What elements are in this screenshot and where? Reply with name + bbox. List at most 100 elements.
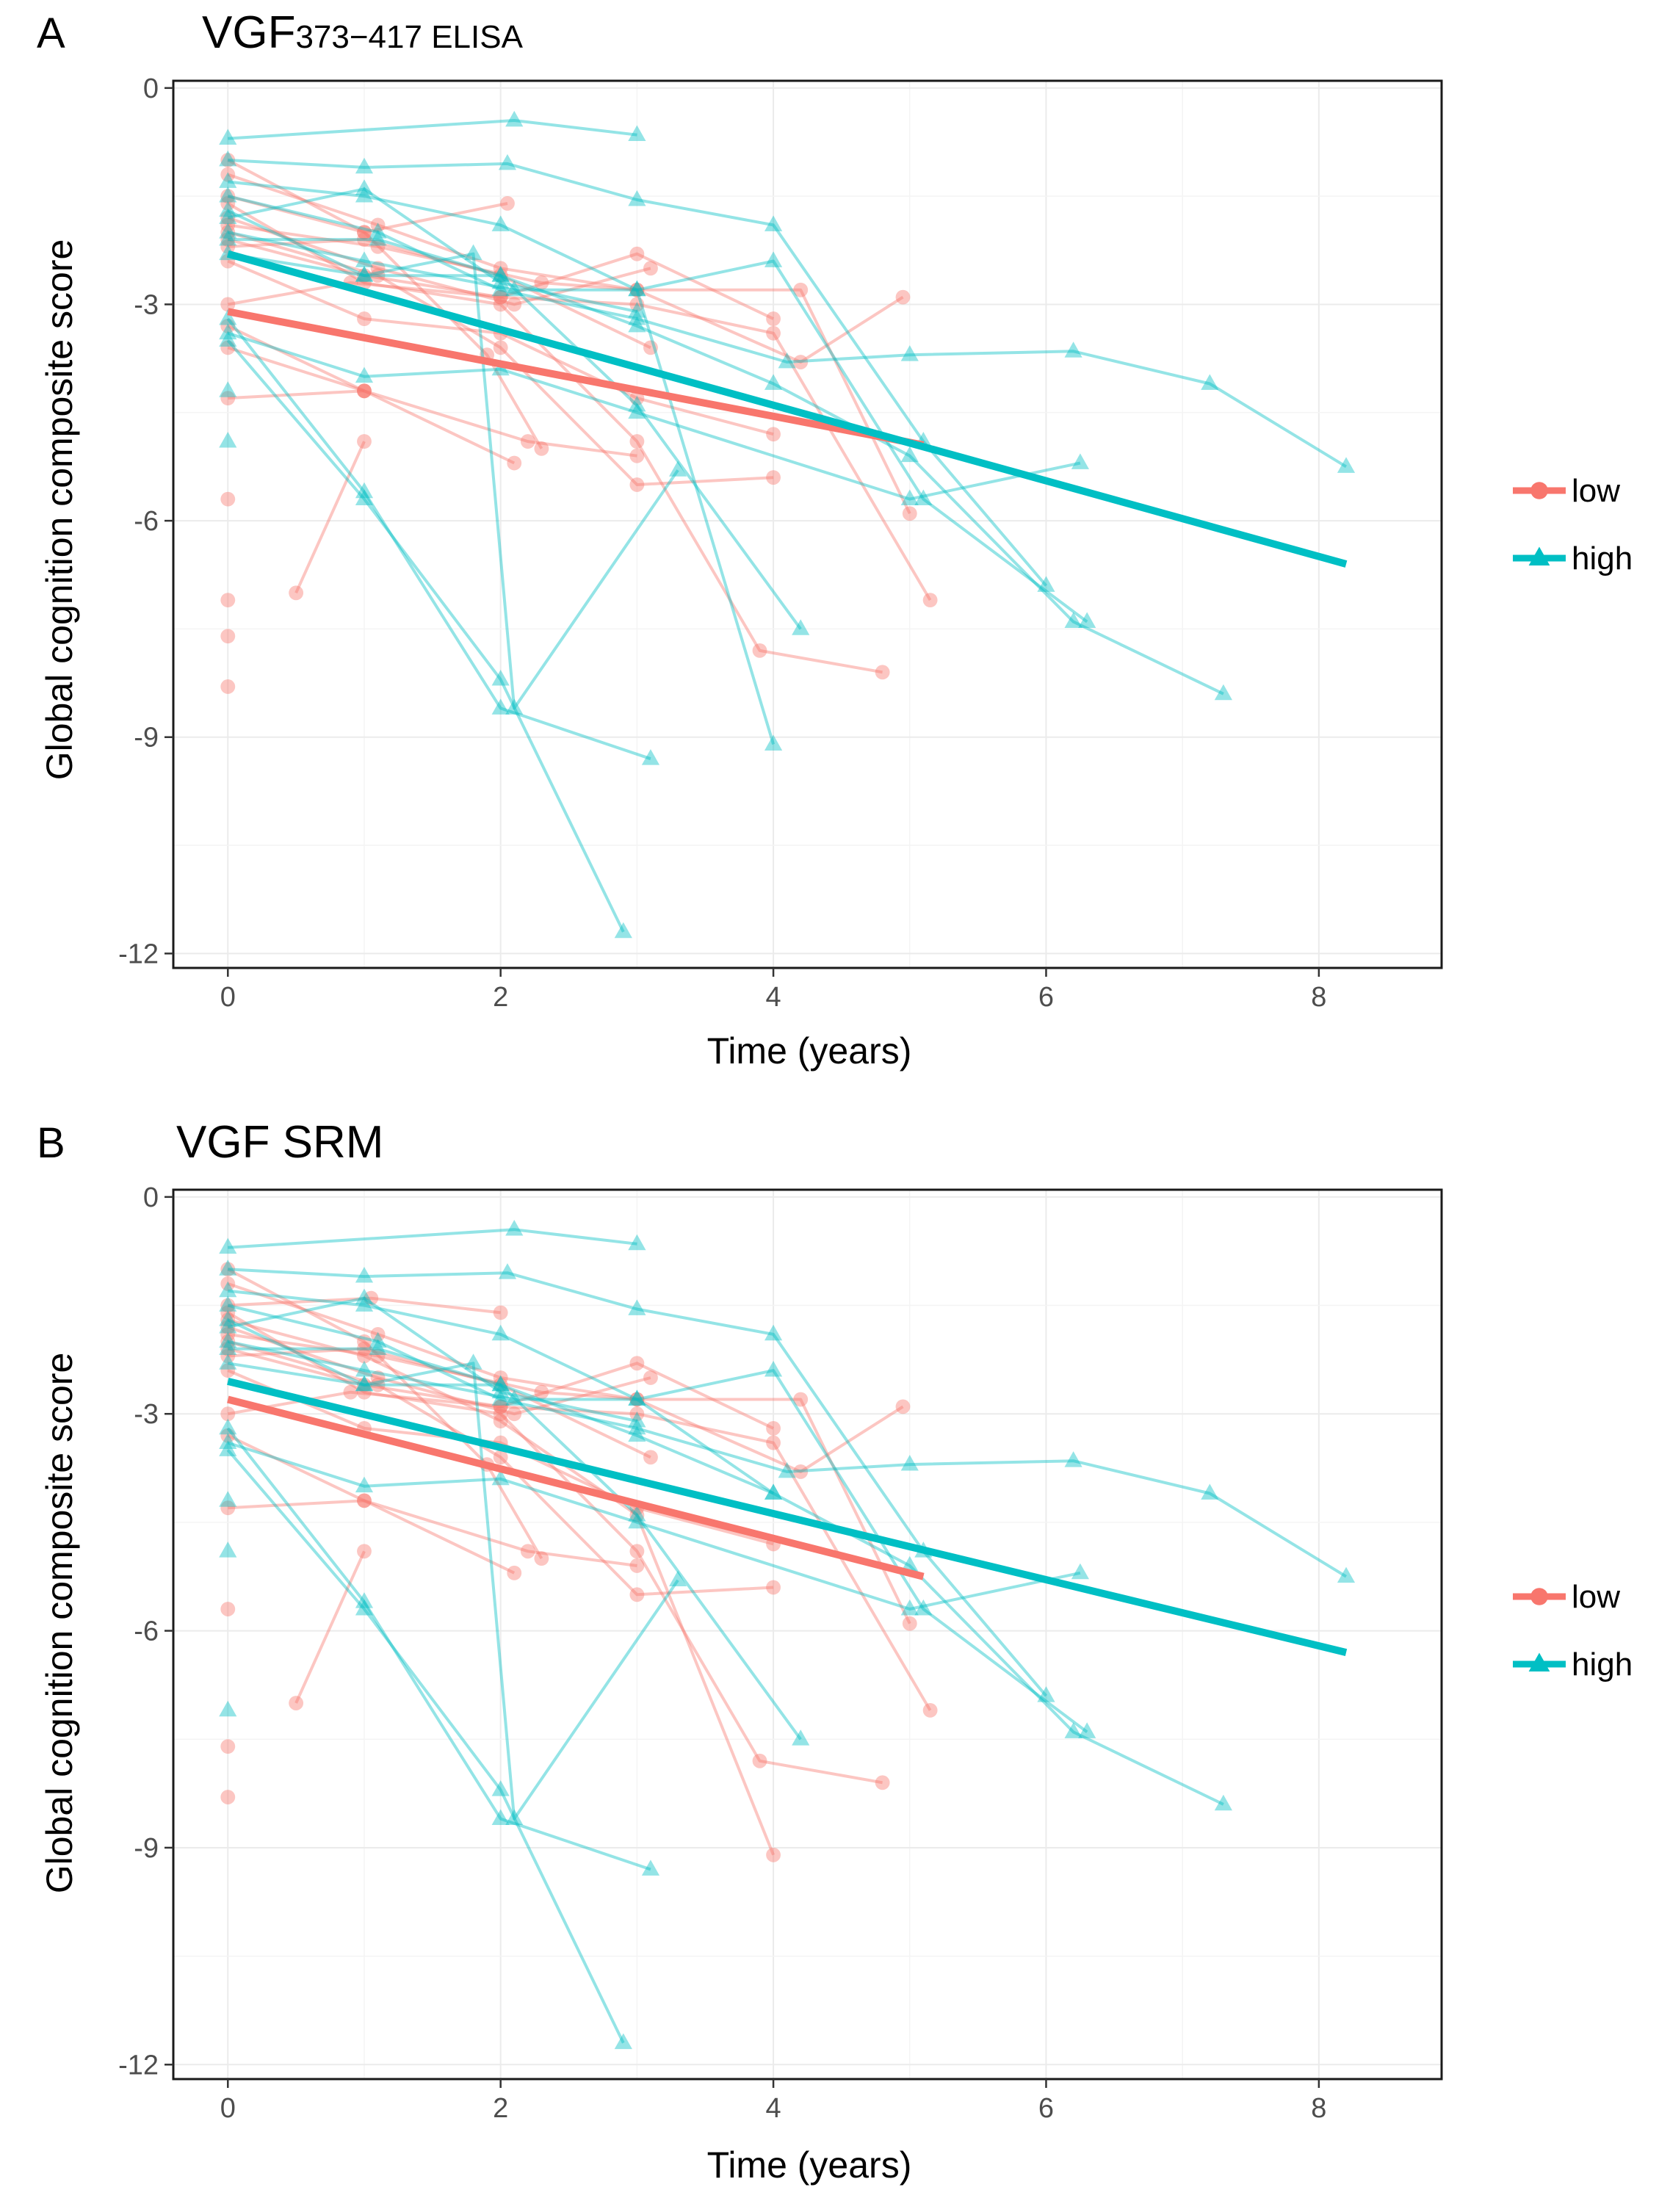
series-line-high [228,1347,1224,1806]
y-axis-title: Global cognition composite score [39,1353,80,1894]
data-point-high [1214,1794,1232,1811]
data-point-low [629,1406,645,1422]
series-line-low [227,252,774,320]
series-line-low [227,1326,651,1416]
data-point-low [357,383,372,399]
data-point-high [792,1730,810,1746]
data-point-high [491,1469,510,1486]
data-point-high [641,749,660,765]
data-point-low [357,1377,372,1392]
data-point-high [355,187,374,203]
data-point-low [629,1356,645,1371]
series-line-high [227,1441,1081,1611]
data-point-high [355,1375,374,1392]
data-point-high [491,266,510,282]
series-low [220,1739,236,1754]
data-point-high [219,308,237,325]
data-point-high [628,395,646,412]
data-point-low [643,1450,658,1465]
data-point-low [370,239,386,254]
data-point-low [922,1702,938,1718]
series-high [219,223,1096,628]
series-line-high [227,1318,802,1741]
series-high [219,179,646,318]
data-point-low [357,268,372,283]
data-point-low [520,1544,535,1559]
data-point-low [629,282,645,297]
data-point-low [902,1616,917,1631]
data-point-low [493,340,508,355]
data-point-low [534,441,549,456]
series-line-low [227,1282,911,1624]
data-point-low [493,1305,508,1320]
data-point-low [1530,482,1548,499]
axis-ticks: 0 2 4 6 8 0 -3 -6 -9 -12 [118,73,1326,1013]
data-point-high [764,1361,783,1377]
series-high [219,110,646,145]
data-point-low [220,1320,236,1334]
data-point-low [643,340,658,355]
data-point-low [220,167,236,182]
data-point-low [507,297,522,312]
series-line-high [228,1289,775,1495]
data-point-high [628,280,646,297]
data-point-high [219,1310,237,1326]
data-point-low [220,1500,236,1516]
data-point-high [355,1361,374,1377]
series-line-low [228,238,651,350]
series-high [219,1288,646,1428]
data-point-high [914,489,933,506]
data-point-high [764,215,783,231]
legend-label: low [1572,473,1620,509]
series-line-high [227,1296,637,1423]
data-point-low [220,1348,236,1364]
data-point-high [628,189,646,206]
data-point-low [220,1428,236,1443]
data-point-low [357,1334,372,1349]
data-point-low [493,297,508,312]
data-point-high [355,1599,374,1616]
data-point-high [628,1418,646,1435]
data-point-low [629,1392,645,1407]
y-tick-label: 0 [143,1182,159,1213]
data-point-low [766,1420,781,1436]
x-tick-label: 4 [766,2093,781,2124]
series-high [219,1700,237,1717]
data-point-high [628,1389,646,1406]
data-point-high [764,1483,783,1500]
series-high [219,381,237,397]
data-point-high [778,1461,796,1478]
data-point-high [219,208,237,225]
series-low [220,1326,911,1479]
data-point-low [220,189,236,204]
data-point-high [219,172,237,188]
data-point-high [628,280,646,297]
data-point-high [219,229,237,246]
series-low [220,1341,938,1718]
data-point-low [629,1558,645,1573]
data-point-low [357,383,372,399]
data-point-high [491,1780,510,1796]
data-point-low [370,1377,386,1392]
data-point-low [643,1370,658,1385]
data-point-low [752,1753,767,1768]
data-point-low [220,593,236,608]
data-point-high [369,223,387,239]
series-high [219,1310,810,1746]
series-line-low [228,1296,501,1315]
data-point-low [507,1565,522,1580]
series-low [220,232,938,608]
series-line-low [227,238,932,601]
data-point-high [219,1418,237,1435]
series-low [220,225,781,492]
fit-layer [226,250,1348,568]
series-line-high [228,1228,637,1249]
data-point-high [491,1324,510,1341]
data-point-low [220,1298,236,1313]
series-high [219,200,810,635]
data-point-high [355,266,374,282]
data-point-high [1064,1722,1082,1738]
series-low [289,434,372,601]
data-point-high [219,129,237,145]
fit-layer [227,1378,1348,1656]
